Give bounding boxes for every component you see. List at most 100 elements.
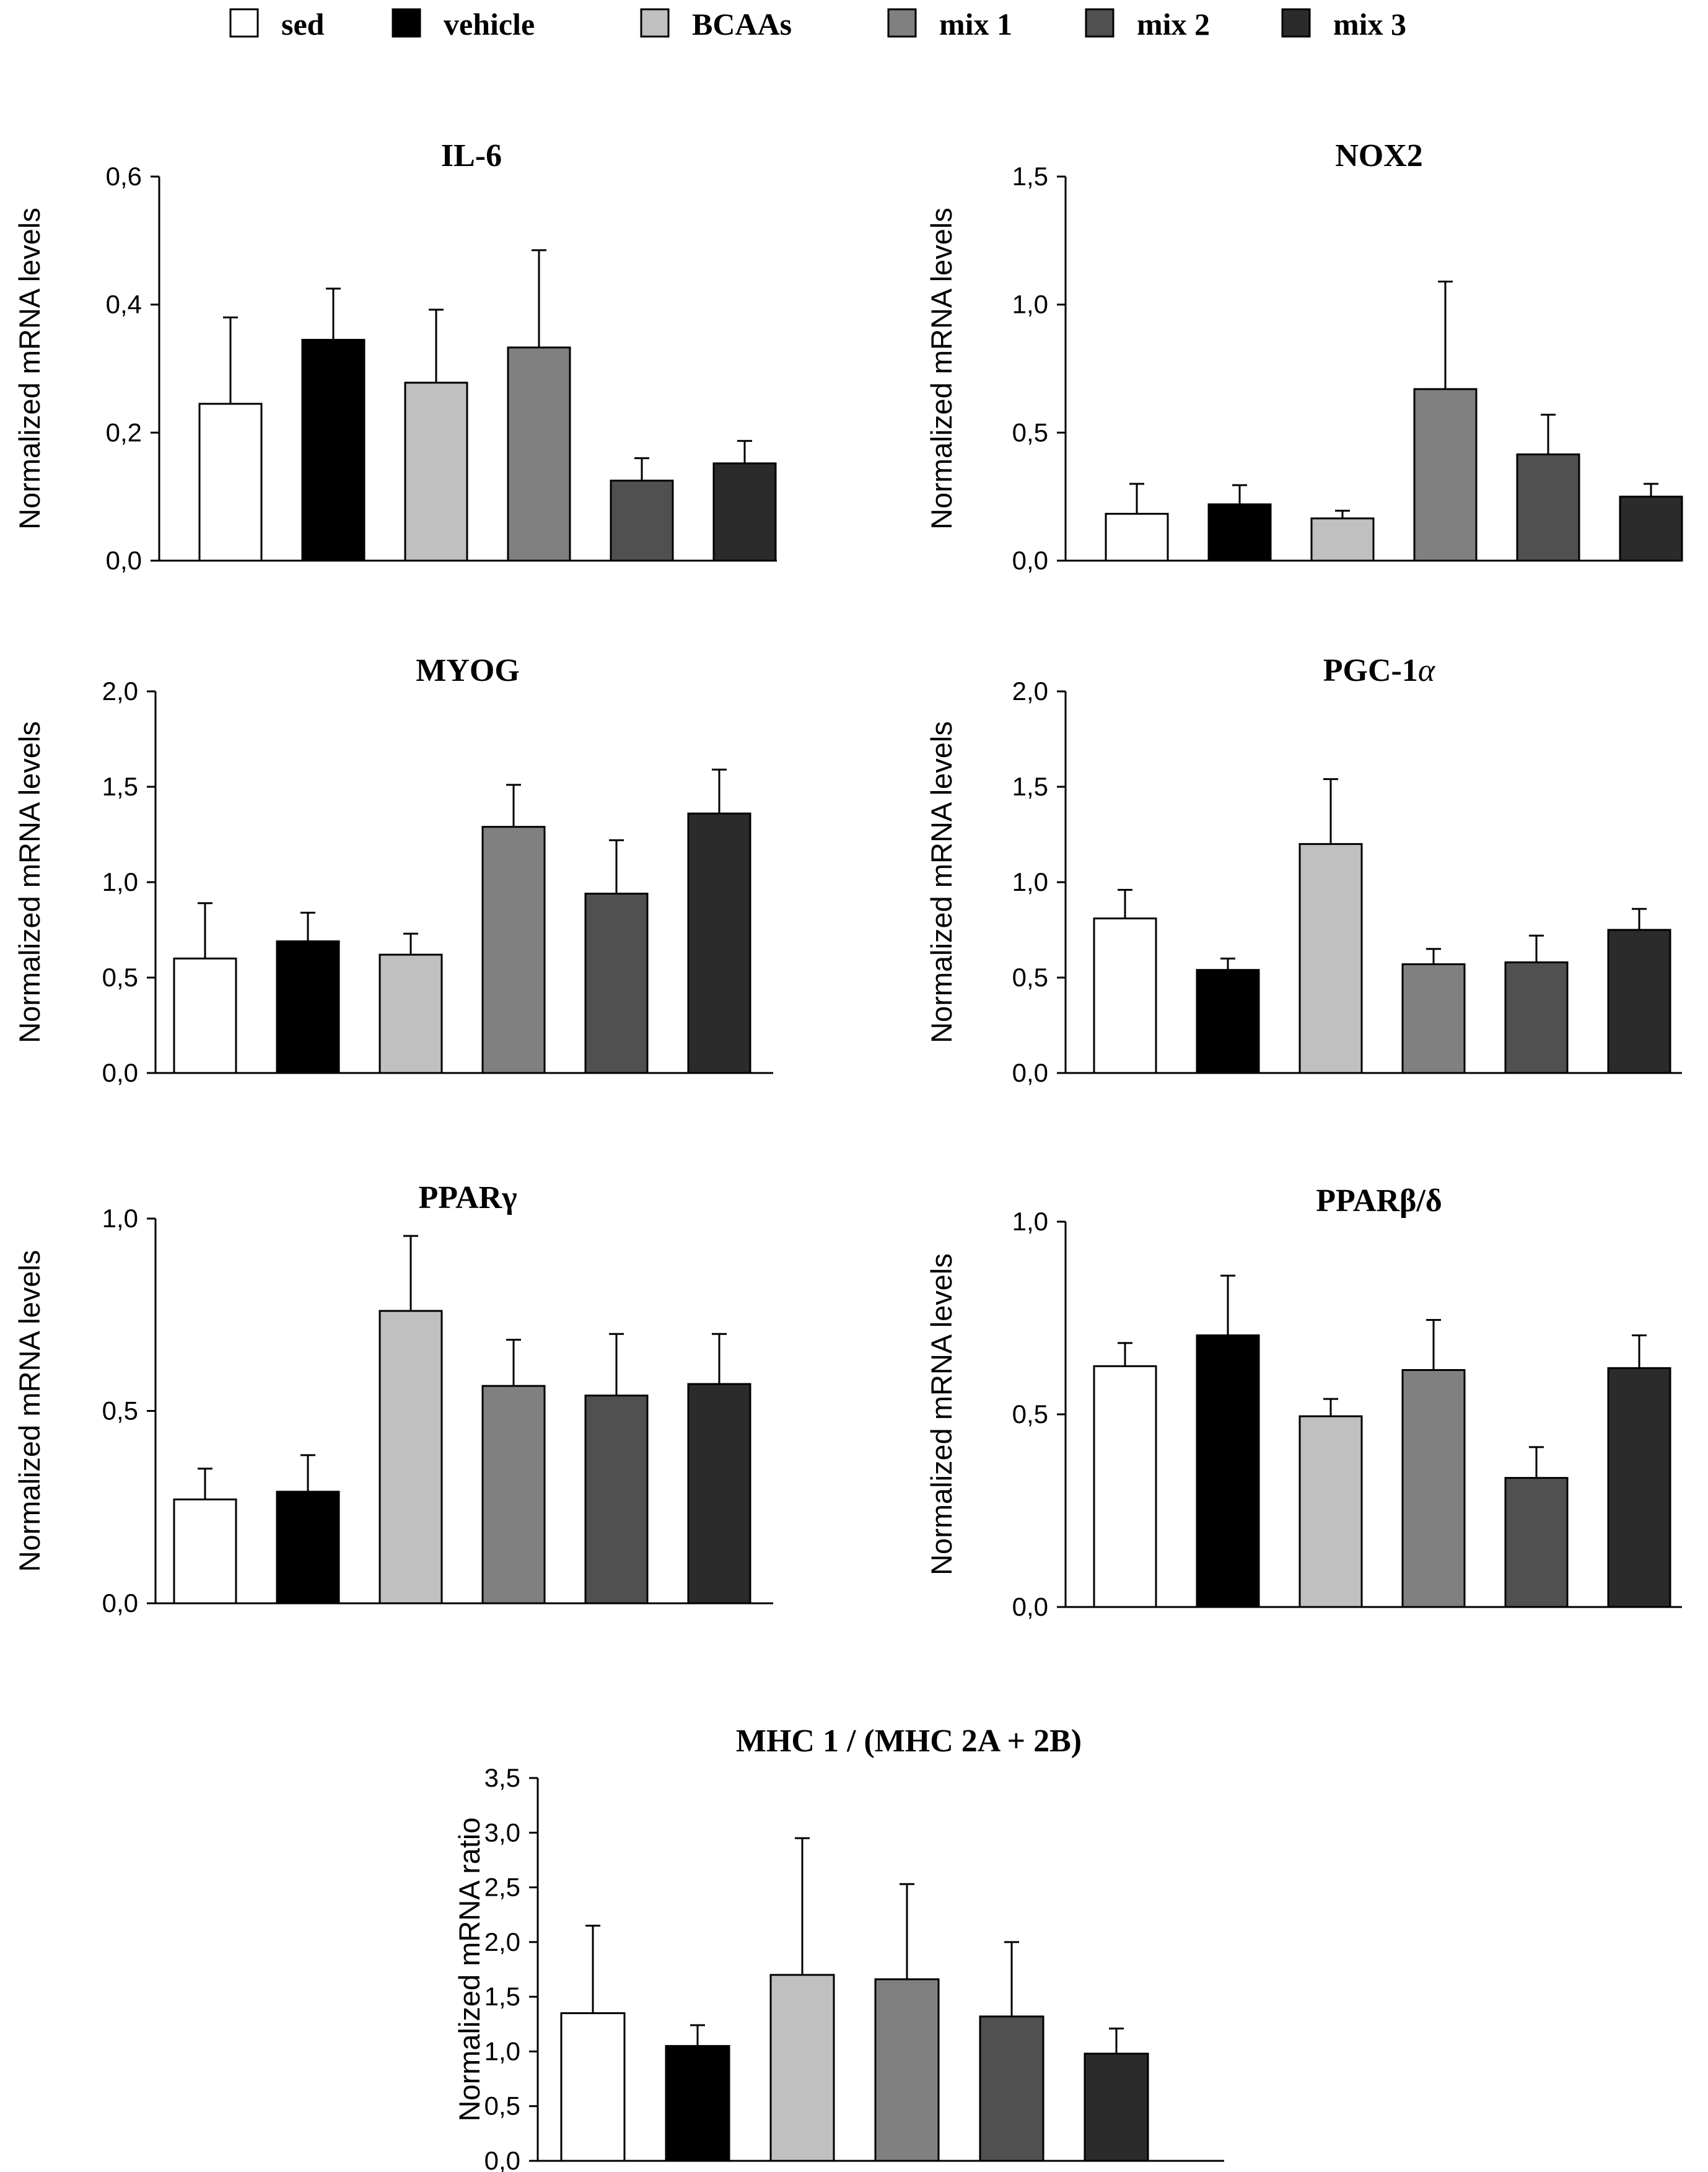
y-tick-label: 0,4 bbox=[106, 290, 142, 319]
chart-panel: PPARβ/δ Normalized mRNA levels 0,0 0,5 1,0 bbox=[925, 1183, 1682, 1621]
chart-panel: MYOG Normalized mRNA levels 0,0 0,5 1,0 1,5 2,… bbox=[13, 653, 773, 1087]
bar bbox=[979, 2015, 1045, 2162]
bar bbox=[481, 1385, 546, 1605]
y-tick-label: 0,5 bbox=[1012, 1399, 1048, 1429]
bar bbox=[1196, 969, 1260, 1074]
chart-title: PPARβ/δ bbox=[1316, 1183, 1442, 1219]
chart-panel: NOX2 Normalized mRNA levels 0,0 0,5 1,0 1,5 bbox=[925, 138, 1683, 575]
y-tick-label: 2,0 bbox=[484, 1927, 520, 1956]
bar-group bbox=[198, 316, 263, 562]
bar bbox=[1310, 517, 1375, 562]
y-tick-label: 0,0 bbox=[1012, 1058, 1048, 1087]
chart-title: PPARγ bbox=[418, 1180, 517, 1215]
bar bbox=[379, 1310, 443, 1605]
bar-group bbox=[584, 839, 649, 1074]
bar bbox=[404, 382, 468, 562]
bar-group bbox=[1413, 280, 1478, 562]
y-tick-label: 0,5 bbox=[1012, 418, 1048, 447]
bar bbox=[560, 2012, 626, 2162]
y-tick-label: 0,0 bbox=[102, 1058, 138, 1087]
bar bbox=[1401, 1368, 1466, 1608]
bar-group bbox=[1093, 1342, 1157, 1608]
y-axis-label: Normalized mRNA levels bbox=[13, 208, 46, 530]
y-tick-label: 1,5 bbox=[1012, 162, 1048, 191]
bar bbox=[665, 2045, 730, 2162]
y-tick-label: 0,5 bbox=[1012, 963, 1048, 992]
y-tick-label: 2,0 bbox=[1012, 677, 1048, 706]
bar bbox=[173, 1498, 237, 1605]
bar bbox=[1084, 2052, 1149, 2162]
bar bbox=[1619, 496, 1683, 562]
bar bbox=[610, 480, 674, 562]
legend-swatch bbox=[1085, 8, 1115, 38]
bar bbox=[1607, 1367, 1671, 1608]
bar bbox=[1299, 843, 1363, 1074]
y-tick-label: 0,5 bbox=[484, 2091, 520, 2121]
bar-group bbox=[1105, 483, 1169, 562]
bar-group bbox=[584, 1333, 649, 1605]
bar-group bbox=[874, 1883, 940, 2162]
y-tick-label: 0,0 bbox=[102, 1588, 138, 1618]
bar bbox=[1607, 929, 1671, 1074]
bar-group bbox=[1516, 413, 1580, 562]
legend-item: sed bbox=[229, 7, 325, 42]
y-tick-label: 0,6 bbox=[106, 162, 142, 191]
bar-group bbox=[379, 932, 443, 1074]
legend-item: mix 3 bbox=[1281, 7, 1406, 42]
legend-item: mix 1 bbox=[887, 7, 1012, 42]
bar-group bbox=[1196, 957, 1260, 1074]
y-tick-label: 1,0 bbox=[102, 1204, 138, 1233]
y-tick-label: 2,0 bbox=[102, 677, 138, 706]
legend-item: mix 2 bbox=[1085, 7, 1210, 42]
bar bbox=[1105, 512, 1169, 562]
bar bbox=[276, 940, 340, 1074]
chart-title: PGC-1α bbox=[1323, 653, 1436, 688]
bar-group bbox=[481, 784, 546, 1074]
y-tick-label: 0,5 bbox=[102, 963, 138, 992]
bar-group bbox=[979, 1941, 1045, 2162]
bar bbox=[1299, 1415, 1363, 1608]
bar-group bbox=[1299, 1398, 1363, 1608]
bar bbox=[276, 1491, 340, 1605]
bar-group bbox=[560, 1924, 626, 2162]
chart-panel: PGC-1α Normalized mRNA levels 0,0 0,5 1,0 1,5… bbox=[925, 653, 1682, 1087]
bar-group bbox=[1310, 509, 1375, 562]
bar bbox=[1093, 917, 1157, 1074]
y-axis-label: Normalized mRNA levels bbox=[13, 721, 46, 1043]
legend-label: mix 2 bbox=[1137, 7, 1210, 42]
chart-title: NOX2 bbox=[1335, 138, 1423, 173]
legend-label: mix 1 bbox=[939, 7, 1012, 42]
bar bbox=[874, 1978, 940, 2162]
chart-title-suffix: α bbox=[1418, 653, 1436, 688]
y-tick-label: 0,2 bbox=[106, 418, 142, 447]
bar-group bbox=[1607, 908, 1671, 1074]
legend-label: mix 3 bbox=[1333, 7, 1406, 42]
bar-group bbox=[379, 1235, 443, 1605]
bar bbox=[301, 339, 366, 562]
chart-panel: IL-6 Normalized mRNA levels 0,0 0,2 0,4 0,6 bbox=[13, 138, 777, 575]
bar bbox=[1207, 503, 1272, 562]
bar bbox=[1504, 1477, 1569, 1608]
bar-group bbox=[481, 1339, 546, 1605]
y-axis-label: Normalized mRNA levels bbox=[925, 208, 958, 530]
bar-group bbox=[1093, 888, 1157, 1074]
legend-swatch bbox=[392, 8, 421, 38]
y-tick-label: 0,5 bbox=[102, 1396, 138, 1425]
bar-group bbox=[687, 768, 751, 1074]
legend-swatch bbox=[1281, 8, 1311, 38]
bar-group bbox=[1504, 1446, 1569, 1608]
bar-group bbox=[687, 1333, 751, 1605]
bar-group bbox=[301, 287, 366, 562]
bar-group bbox=[276, 911, 340, 1074]
bar bbox=[1413, 388, 1478, 562]
bar-group bbox=[404, 309, 468, 562]
bar bbox=[712, 462, 777, 562]
bar-group bbox=[769, 1837, 835, 2162]
y-tick-label: 0,0 bbox=[106, 546, 142, 575]
bar bbox=[584, 892, 649, 1074]
bar bbox=[1516, 453, 1580, 562]
bar-group bbox=[665, 2024, 730, 2162]
y-axis-label: Normalized mRNA ratio bbox=[453, 1817, 486, 2121]
bar bbox=[584, 1395, 649, 1605]
